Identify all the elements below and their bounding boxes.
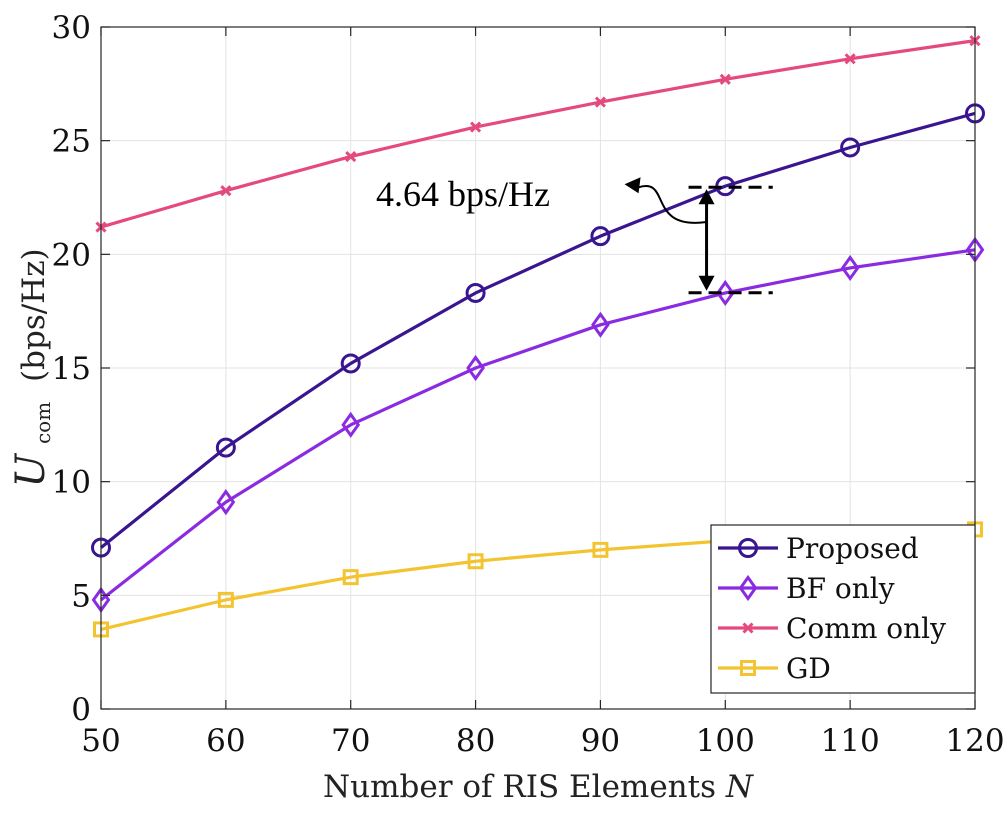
data-point-bf-only bbox=[216, 489, 236, 516]
legend-label-gd: GD bbox=[786, 652, 831, 685]
y-tick-label: 10 bbox=[52, 465, 91, 501]
data-point-bf-only bbox=[466, 354, 485, 382]
x-axis-label-text: Number of RIS Elements bbox=[323, 769, 716, 805]
data-point-gd bbox=[342, 569, 359, 586]
data-point-comm-only bbox=[220, 185, 232, 197]
y-tick-label: 15 bbox=[52, 351, 91, 387]
series-bf-only bbox=[91, 236, 985, 613]
annotation-text: 4.64 bps/Hz bbox=[376, 174, 550, 214]
data-point-bf-only bbox=[715, 279, 735, 307]
legend-label-proposed: Proposed bbox=[786, 532, 919, 565]
x-tick-label: 80 bbox=[456, 723, 495, 759]
data-point-gd bbox=[592, 541, 609, 558]
x-tick-label: 90 bbox=[581, 723, 620, 759]
legend-marker-proposed bbox=[738, 538, 758, 558]
legend-marker-bf-only bbox=[738, 574, 758, 602]
x-axis-label: Number of RIS Elements N bbox=[323, 769, 755, 805]
y-tick-label: 30 bbox=[52, 10, 91, 46]
data-point-proposed bbox=[340, 353, 361, 374]
tick-layer: 50 60 70 80 90 100 110 120 0 5 10 15 20 25 30 bbox=[52, 10, 1005, 759]
data-point-bf-only bbox=[341, 411, 361, 438]
legend-item-gd: GD bbox=[718, 652, 831, 685]
data-point-comm-only bbox=[844, 53, 856, 65]
y-tick-label: 5 bbox=[71, 578, 91, 614]
x-tick-label: 50 bbox=[81, 723, 120, 759]
y-tick-label: 20 bbox=[52, 237, 91, 273]
series-layer bbox=[91, 35, 985, 638]
data-point-comm-only bbox=[719, 73, 731, 85]
x-axis-label-variable: N bbox=[725, 769, 755, 805]
gap-arrow-head-down bbox=[698, 275, 715, 291]
y-tick-label: 25 bbox=[52, 124, 91, 160]
data-point-gd bbox=[217, 591, 234, 608]
legend-item-proposed: Proposed bbox=[718, 532, 919, 565]
y-axis-label-symbol: U bbox=[8, 453, 54, 488]
gap-annotation bbox=[624, 177, 773, 295]
legend-item-bf-only: BF only bbox=[718, 572, 895, 605]
data-point-proposed bbox=[215, 437, 236, 458]
y-tick-label: 0 bbox=[71, 692, 91, 728]
data-point-gd bbox=[467, 553, 484, 570]
data-point-bf-only bbox=[591, 311, 610, 338]
legend: Proposed BF only Comm only GD bbox=[710, 524, 976, 694]
series-line-comm-only bbox=[100, 39, 976, 229]
legend-item-comm-only: Comm only bbox=[718, 612, 946, 645]
x-tick-label: 60 bbox=[206, 723, 245, 759]
data-point-comm-only bbox=[470, 121, 482, 133]
data-point-comm-only bbox=[345, 151, 357, 163]
x-tick-label: 100 bbox=[696, 723, 755, 759]
series-line-proposed bbox=[99, 111, 976, 549]
curved-pointer-head bbox=[624, 177, 641, 194]
legend-marker-gd bbox=[740, 660, 756, 676]
x-tick-label: 120 bbox=[945, 723, 1004, 759]
y-axis-label-unit: (bps/Hz) bbox=[16, 248, 52, 382]
y-axis-label: U com (bps/Hz) bbox=[8, 248, 58, 487]
x-tick-label: 110 bbox=[821, 723, 880, 759]
y-axis-label-subscript: com bbox=[31, 402, 55, 444]
legend-marker-comm-only bbox=[742, 622, 754, 634]
x-tick-label: 70 bbox=[331, 723, 370, 759]
data-point-proposed bbox=[840, 137, 861, 158]
gap-arrow-head-up bbox=[698, 189, 715, 205]
data-point-comm-only bbox=[594, 96, 606, 108]
legend-label-comm-only: Comm only bbox=[786, 612, 946, 645]
data-point-proposed bbox=[465, 282, 486, 303]
legend-label-bf-only: BF only bbox=[786, 572, 895, 605]
series-line-bf-only bbox=[100, 248, 976, 602]
curved-pointer bbox=[638, 185, 707, 224]
data-point-bf-only bbox=[840, 254, 860, 282]
data-point-proposed bbox=[590, 226, 611, 247]
